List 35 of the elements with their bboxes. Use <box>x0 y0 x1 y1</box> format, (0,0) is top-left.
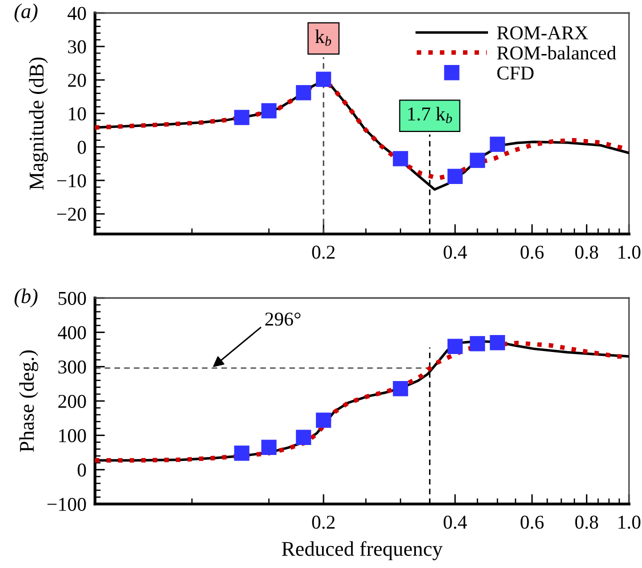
x-tick-label: 0.6 <box>520 516 544 529</box>
y-tick-label: −100 <box>48 498 86 511</box>
y-tick-label: 100 <box>59 429 86 442</box>
ref-line-label: 1.7 k$_{b}$ <box>408 106 452 124</box>
chart-title: (b) <box>14 288 38 308</box>
y-tick-label: 300 <box>58 360 86 374</box>
y-tick-label: 0 <box>78 140 86 154</box>
legend-label: CFD <box>497 66 534 80</box>
y-tick-label: −10 <box>57 174 86 188</box>
x-tick-label: 0.4 <box>444 246 467 259</box>
ref-line-label: k$_{b}$ <box>315 29 332 46</box>
y-tick-label: −20 <box>57 208 86 221</box>
x-tick-label: 0.8 <box>575 516 598 529</box>
y-tick-label: 20 <box>68 74 86 87</box>
x-tick-label: 1.0 <box>618 516 640 529</box>
legend-label: ROM-ARX <box>497 26 588 40</box>
ref-line-label: 296° <box>265 312 300 326</box>
y-axis-title: Phase (deg.) <box>19 350 38 452</box>
x-tick-label: 1.0 <box>618 246 640 259</box>
x-tick-label: 0.2 <box>312 246 335 259</box>
y-tick-label: 0 <box>78 463 86 477</box>
y-tick-label: 40 <box>68 6 86 20</box>
y-tick-label: 30 <box>68 40 86 54</box>
legend-label: ROM-balanced <box>497 46 616 60</box>
x-tick-label: 0.2 <box>312 516 335 529</box>
x-tick-label: 0.6 <box>520 246 544 259</box>
x-tick-label: 0.4 <box>444 516 467 529</box>
y-axis-title: Magnitude (dB) <box>28 58 48 190</box>
y-tick-label: 10 <box>68 107 86 120</box>
y-tick-label: 500 <box>58 292 86 305</box>
y-tick-label: 400 <box>58 326 86 340</box>
chart-title: (a) <box>14 4 38 22</box>
x-axis-title: Reduced frequency <box>282 541 443 560</box>
y-tick-label: 200 <box>58 394 86 408</box>
x-tick-label: 0.8 <box>575 246 598 259</box>
